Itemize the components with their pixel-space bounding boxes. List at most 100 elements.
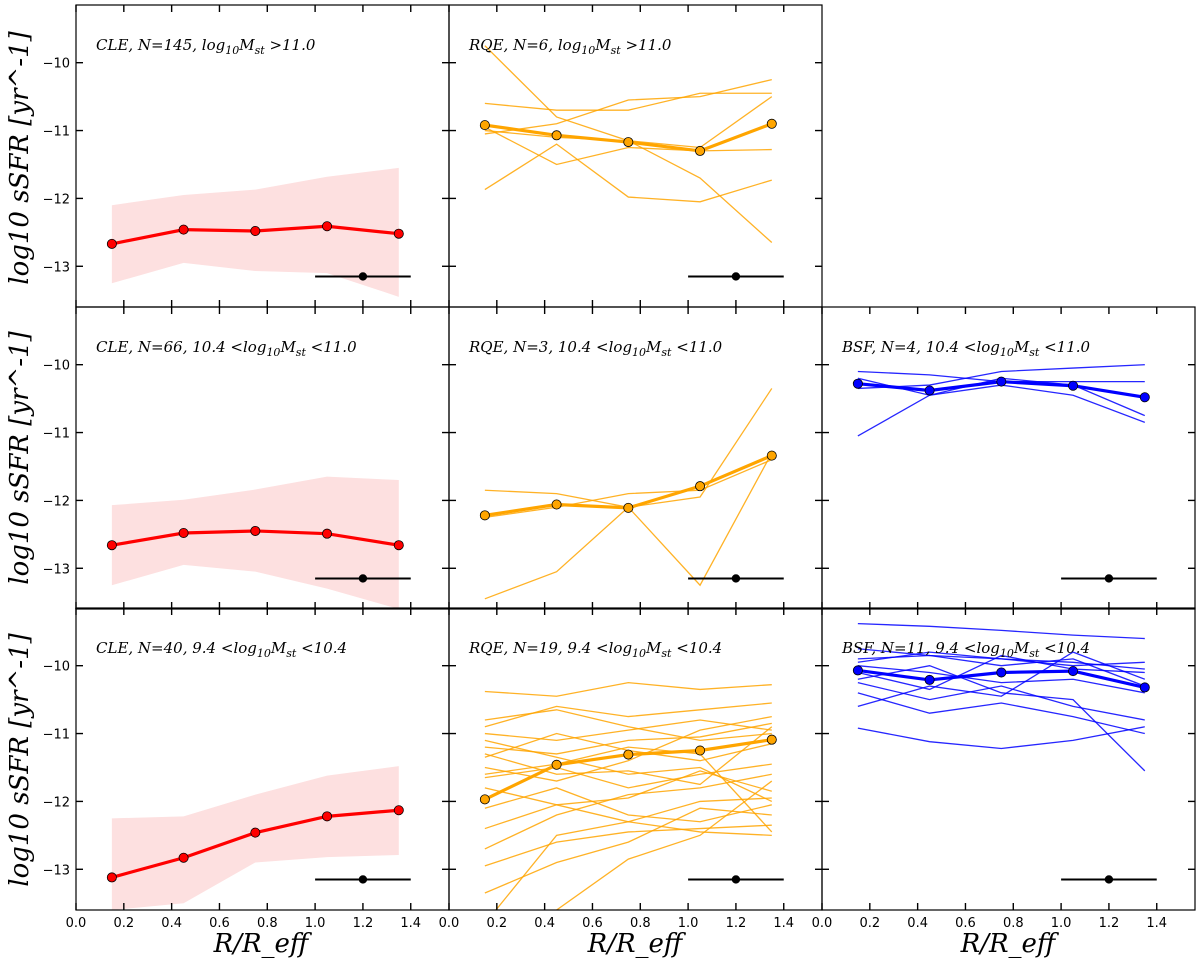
plot-area-rqe-low [479,681,784,910]
plot-area-bsf-mid [852,364,1157,583]
individual-profile-rqe-mid-3 [484,459,773,519]
xlabel-col-2: R/R_eff [587,929,687,959]
median-point-cle-mid-3 [250,525,261,536]
panel-bsf-mid: BSF, N=4, 10.4 <log10Mst <11.0 [821,306,1196,610]
median-point-cle-low-5 [393,805,404,816]
ytick-label-cle-mid-3: −10 [43,359,70,374]
panel-cle-high: −13 −12 −11 −10 CLE, N=145, log10Mst >11.0 [43,4,450,308]
individual-profile-rqe-low-2 [484,702,772,728]
individual-profile-rqe-low-8 [484,770,772,806]
plot-area-rqe-high [479,45,784,281]
median-point-cle-low-3 [250,827,261,838]
ytick-label-cle-low-3: −10 [43,660,70,675]
ytick-label-cle-mid-0: −13 [43,562,70,577]
xtick-label-cle-low-7: 1.4 [400,916,421,931]
scatter-band-cle-mid [111,476,399,609]
xtick-label-bsf-low-6: 1.2 [1099,916,1120,931]
median-line-rqe-low [484,738,773,801]
xtick-label-cle-low-6: 1.2 [353,916,374,931]
median-point-bsf-low-4 [1068,666,1079,677]
plot-area-bsf-low [852,622,1157,884]
median-point-bsf-mid-3 [996,376,1007,387]
individual-profile-rqe-low-12 [484,824,772,867]
panel-rqe-low: 0.0 0.2 0.4 0.6 0.8 1.0 1.2 1.4 RQE, N=19, 9.4 <… [439,607,823,931]
plot-area-cle-mid [106,476,411,609]
individual-profile-rqe-low-14 [549,780,773,910]
median-point-rqe-high-2 [551,130,562,141]
median-point-rqe-mid-1 [479,510,490,521]
individual-profile-rqe-low-13 [484,807,772,894]
xtick-label-bsf-low-0: 0.0 [812,916,833,931]
median-point-rqe-mid-3 [623,502,634,513]
xtick-label-cle-low-1: 0.2 [113,916,134,931]
individual-profile-bsf-low-11 [857,665,1146,772]
median-point-cle-high-1 [106,238,117,249]
errorbar-point-cle-high [358,272,368,281]
xtick-label-rqe-low-4: 0.8 [630,916,651,931]
scatter-band-cle-low [111,766,399,910]
plot-area-cle-low [106,766,411,910]
individual-profile-bsf-low-9 [857,726,1145,750]
ytick-label-cle-high-0: −13 [43,260,70,275]
individual-profile-bsf-low-3 [857,654,1146,687]
xtick-label-rqe-low-3: 0.6 [582,916,603,931]
median-point-rqe-high-4 [695,145,706,156]
median-point-bsf-mid-2 [924,385,935,396]
ytick-label-cle-mid-2: −11 [43,427,70,442]
panel-rqe-high: RQE, N=6, log10Mst >11.0 [448,4,823,308]
xtick-label-rqe-low-7: 1.4 [773,916,794,931]
xtick-label-bsf-low-3: 0.6 [955,916,976,931]
errorbar-point-rqe-mid [731,574,741,583]
panel-bsf-low: 0.0 0.2 0.4 0.6 0.8 1.0 1.2 1.4 BSF, N=11, 9.4 <… [812,607,1196,931]
ylabel-row-2: log10 sSFR [yr^-1] [5,330,35,584]
median-point-rqe-low-5 [766,734,777,745]
individual-profile-rqe-low-19 [484,726,773,786]
median-point-rqe-high-5 [766,118,777,129]
individual-profile-bsf-low-1 [857,622,1145,640]
individual-profile-rqe-low-15 [495,821,772,910]
individual-profile-rqe-low-9 [484,787,772,823]
frame-bsf-low [821,607,1196,911]
frame-bsf-mid [821,306,1196,610]
ytick-label-cle-high-1: −12 [43,192,70,207]
ylabel-row-3: log10 sSFR [yr^-1] [5,632,35,886]
panel-label-rqe-mid: RQE, N=3, 10.4 <log10Mst <11.0 [468,338,723,359]
errorbar-point-bsf-mid [1104,574,1114,583]
individual-profile-bsf-mid-1 [857,384,1146,437]
plot-area-rqe-mid [479,388,784,600]
individual-profile-bsf-low-6 [857,682,1145,721]
xtick-label-rqe-low-2: 0.4 [534,916,555,931]
panel-cle-low: 0.0 0.2 0.4 0.6 0.8 1.0 1.2 1.4 −13 −12 −11 −10 CLE,… [43,607,450,931]
individual-profile-bsf-low-7 [857,692,1145,735]
panel-label-bsf-low: BSF, N=11, 9.4 <log10Mst <10.4 [841,639,1090,660]
median-point-bsf-low-2 [924,674,935,685]
median-point-rqe-low-1 [479,794,490,805]
individual-profile-bsf-mid-4 [857,364,1145,390]
individual-profile-rqe-high-2 [484,92,772,111]
xtick-label-cle-low-2: 0.4 [161,916,182,931]
panel-label-cle-low: CLE, N=40, 9.4 <log10Mst <10.4 [96,639,347,660]
individual-profile-rqe-high-5 [484,143,772,203]
xtick-label-cle-low-0: 0.0 [66,916,87,931]
errorbar-point-rqe-low [731,875,741,884]
panel-label-rqe-high: RQE, N=6, log10Mst >11.0 [468,36,672,57]
individual-profile-bsf-low-8 [857,651,1146,708]
median-point-bsf-low-5 [1139,682,1150,693]
ytick-label-cle-low-0: −13 [43,863,70,878]
individual-profile-bsf-low-10 [857,651,1145,667]
ytick-label-cle-low-1: −12 [43,795,70,810]
errorbar-point-rqe-high [731,272,741,281]
individual-profile-rqe-low-7 [484,763,772,789]
median-point-cle-mid-4 [322,528,333,539]
xtick-label-cle-low-3: 0.6 [209,916,230,931]
xtick-label-bsf-low-7: 1.4 [1146,916,1167,931]
individual-profile-rqe-low-1 [484,681,772,697]
xtick-label-bsf-low-1: 0.2 [859,916,880,931]
ylabel-row-1: log10 sSFR [yr^-1] [5,30,35,284]
median-point-cle-mid-5 [393,540,404,551]
xtick-label-rqe-low-6: 1.2 [726,916,747,931]
xtick-label-bsf-low-2: 0.4 [907,916,928,931]
xtick-label-rqe-low-0: 0.0 [439,916,460,931]
median-point-cle-low-4 [322,811,333,822]
panel-cle-mid: −13 −12 −11 −10 CLE, N=66, 10.4 <log10Mst <1… [43,306,450,610]
